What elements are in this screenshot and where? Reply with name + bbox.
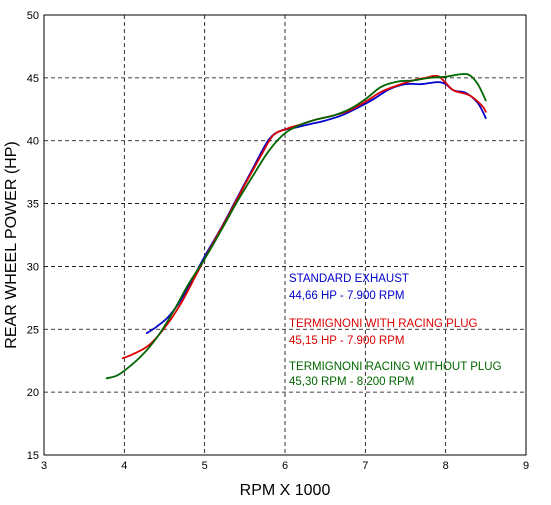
series-line-2 [105, 73, 487, 380]
x-tick-labels: 3 4 5 6 7 8 9 [41, 460, 529, 472]
y-tick-label: 15 [27, 450, 39, 462]
x-tick-label: 3 [41, 460, 47, 472]
annotation-text: 44,66 HP - 7.900 RPM [289, 290, 405, 302]
annotation-text: 45,30 RPM - 8.200 RPM [289, 376, 414, 388]
y-tick-label: 30 [27, 261, 39, 273]
x-tick-label: 4 [121, 460, 127, 472]
y-tick-label: 45 [27, 73, 39, 85]
y-tick-label: 35 [27, 199, 39, 211]
y-axis-title: REAR WHEEL POWER (HP) [3, 141, 20, 348]
y-tick-label: 40 [27, 136, 39, 148]
y-tick-labels: 15 20 25 30 35 40 45 50 [27, 10, 39, 462]
annotation-text: TERMIGNONI WITH RACING PLUG [289, 318, 478, 330]
x-tick-label: 9 [523, 460, 529, 472]
annotation-text: TERMIGNONI RACING WITHOUT PLUG [289, 361, 502, 373]
x-tick-label: 5 [202, 460, 208, 472]
annotation-text: STANDARD EXHAUST [289, 273, 409, 285]
series-layer [105, 73, 487, 380]
annotations: STANDARD EXHAUST 44,66 HP - 7.900 RPM TERM… [289, 273, 502, 388]
y-tick-label: 25 [27, 324, 39, 336]
x-tick-label: 7 [362, 460, 368, 472]
annotation-text: 45,15 HP - 7.900 RPM [289, 335, 405, 347]
y-tick-label: 50 [27, 10, 39, 22]
plot-frame [43, 14, 527, 456]
grid [44, 15, 526, 455]
x-tick-label: 6 [282, 460, 288, 472]
x-axis-title: RPM X 1000 [240, 482, 331, 499]
y-tick-label: 20 [27, 387, 39, 399]
x-tick-label: 8 [443, 460, 449, 472]
series-line-1 [121, 74, 487, 360]
